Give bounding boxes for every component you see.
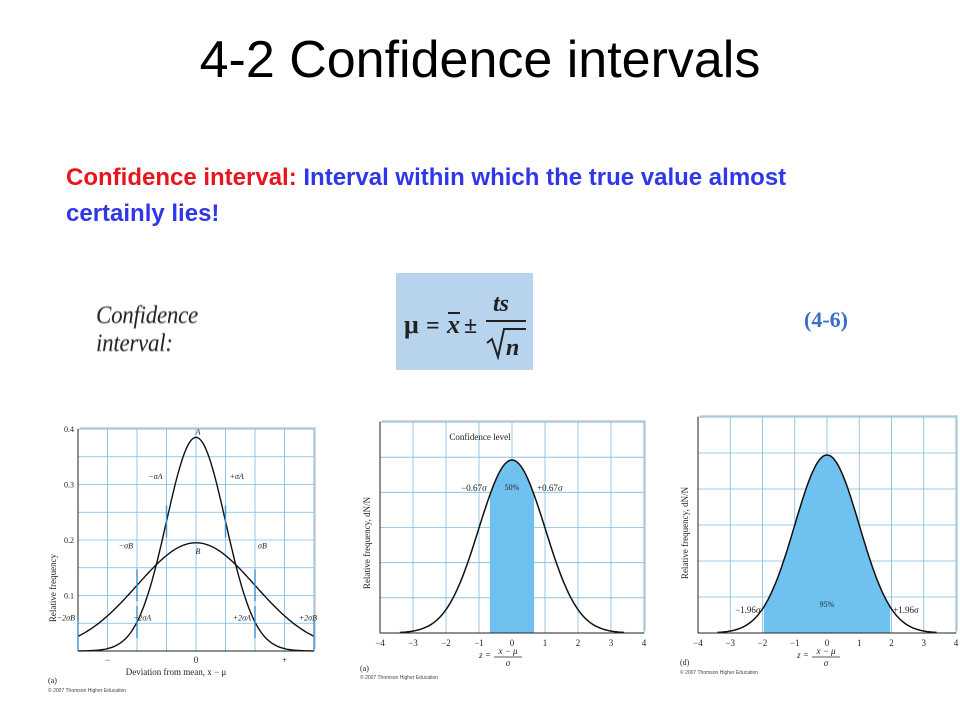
chart-1-annotation: −σB <box>119 541 133 550</box>
chart-2-x-tick-label: 1 <box>543 638 548 648</box>
eq-mu: μ <box>404 310 419 339</box>
chart-1-svg: 0.1 0.2 0.3 0.4 − 0 + −σA +σA −σB σB −2σB +2σB −2σA +2… <box>48 425 317 694</box>
chart-3-x-tick-label: 2 <box>889 638 894 648</box>
eq-sqrt-sign <box>486 328 526 361</box>
chart-1-annotation: σB <box>258 541 267 550</box>
chart-3-x-tick-label: 3 <box>922 638 927 648</box>
chart-3-svg: −4 −3 −2 −1 0 1 2 3 4 −1.96σ +1.96σ 95% Relative fr… <box>680 415 959 676</box>
chart-2-right-label: +0.67σ <box>537 483 563 493</box>
chart-3-credit: © 2007 Thomson Higher Education <box>680 669 758 676</box>
chart-1-annotation: +σA <box>230 472 244 481</box>
chart-2-x-tick-label: 0 <box>510 638 515 648</box>
chart-1-credit: © 2007 Thomson Higher Education <box>48 687 126 694</box>
chart-1-grid <box>77 427 316 652</box>
chart-2-x-tick-label: −2 <box>441 638 451 648</box>
eq-xbar: x <box>446 310 460 339</box>
chart-3-shaded-area <box>763 455 891 633</box>
chart-2-x-tick-label: −4 <box>375 638 385 648</box>
eq-equals: = <box>426 313 440 339</box>
equation-number: (4-6) <box>804 307 848 332</box>
chart-3-x-tick-label: 0 <box>825 638 830 648</box>
chart-2-curve <box>399 459 625 634</box>
chart-1-x-tick-label: 0 <box>194 655 199 665</box>
chart-1-annotation: −σA <box>148 472 162 481</box>
chart-1-annotation: −2σA <box>133 613 151 622</box>
chart-3-curve <box>717 454 937 634</box>
chart-3-xlabel-lhs: z = <box>796 650 809 660</box>
chart-3-percent-label: 95% <box>820 600 835 609</box>
chart-1-x-tick-label: − <box>105 655 110 665</box>
chart-panel-1: 0.1 0.2 0.3 0.4 − 0 + −σA +σA −σB σB −2σB +2σB −2σA +2… <box>44 413 320 695</box>
chart-2-x-tick-label: 3 <box>609 638 614 648</box>
chart-1-y-tick-label: 0.1 <box>64 592 74 601</box>
definition-term: Confidence interval: <box>66 164 297 191</box>
chart-2-panel-letter: (a) <box>360 664 369 673</box>
chart-2-x-tick-label: 2 <box>576 638 581 648</box>
chart-2-credit: © 2007 Thomson Higher Education <box>360 674 438 681</box>
equation-box: μ = x ± ts n <box>396 273 533 370</box>
chart-2-svg: −4 −3 −2 −1 0 1 2 3 4 −0.67σ +0.67σ 50% Relative fr… <box>360 420 647 681</box>
chart-panel-3: −4 −3 −2 −1 0 1 2 3 4 −1.96σ +1.96σ 95% Relative fr… <box>672 413 960 683</box>
chart-2-title: Confidence level <box>449 432 511 442</box>
chart-1-xlabel: Deviation from mean, x − μ <box>126 667 227 677</box>
definition-body: Interval within which the true value alm… <box>66 164 787 227</box>
chart-3-panel-letter: (d) <box>680 658 690 667</box>
chart-2-xlabel-lhs: z = <box>478 650 491 660</box>
chart-1-y-tick-label: 0.4 <box>64 425 74 434</box>
chart-2-x-tick-label: −3 <box>408 638 418 648</box>
equation-svg: μ = x ± ts n <box>404 291 526 361</box>
chart-2-x-tick-label: −1 <box>474 638 484 648</box>
chart-1-panel-letter: (a) <box>48 676 57 685</box>
chart-1-annotation: −2σB <box>57 613 75 622</box>
eq-denominator: n <box>506 335 519 361</box>
chart-3-x-tick-label: −3 <box>725 638 735 648</box>
chart-3-left-label: −1.96σ <box>735 605 761 615</box>
eq-numerator: ts <box>493 291 509 317</box>
chart-1-annotation: B <box>196 547 201 556</box>
chart-2-left-label: −0.67σ <box>461 483 487 493</box>
chart-1-annotation: +2σB <box>299 613 317 622</box>
chart-1-annotation: A <box>195 428 201 437</box>
chart-2-percent-label: 50% <box>505 483 520 492</box>
definition-text: Confidence interval: Interval within whi… <box>66 160 866 232</box>
chart-2-ylabel: Relative frequency, dN/N <box>362 496 372 589</box>
chart-3-right-label: +1.96σ <box>893 605 919 615</box>
chart-3-x-tick-label: −4 <box>693 638 703 648</box>
chart-2-shaded-area <box>489 460 535 633</box>
eq-plusminus: ± <box>464 313 477 339</box>
chart-1-y-tick-label: 0.3 <box>64 481 74 490</box>
chart-1-curve-B <box>77 542 315 638</box>
chart-1-curve-A <box>78 436 314 652</box>
chart-3-xlabel-den: σ <box>824 658 829 668</box>
chart-3-x-tick-label: 4 <box>954 638 959 648</box>
chart-1-x-tick-label: + <box>282 655 287 665</box>
chart-3-x-tick-label: −1 <box>790 638 800 648</box>
chart-1-ylabel: Relative frequency <box>48 553 58 622</box>
equation-label: Confidence interval: <box>96 302 198 357</box>
chart-3-xlabel-num: x − μ <box>815 646 836 656</box>
chart-3-ylabel: Relative frequency, dN/N <box>680 486 690 579</box>
chart-2-x-tick-label: 4 <box>642 638 647 648</box>
chart-panel-2: −4 −3 −2 −1 0 1 2 3 4 −0.67σ +0.67σ 50% Relative fr… <box>348 413 648 683</box>
chart-2-xlabel-den: σ <box>506 658 511 668</box>
chart-1-y-tick-label: 0.2 <box>64 536 74 545</box>
chart-3-x-tick-label: −2 <box>758 638 768 648</box>
chart-3-x-tick-label: 1 <box>857 638 862 648</box>
chart-1-annotation: +2σA <box>233 613 251 622</box>
slide-title: 4-2 Confidence intervals <box>199 31 761 89</box>
chart-2-xlabel-num: x − μ <box>497 646 518 656</box>
